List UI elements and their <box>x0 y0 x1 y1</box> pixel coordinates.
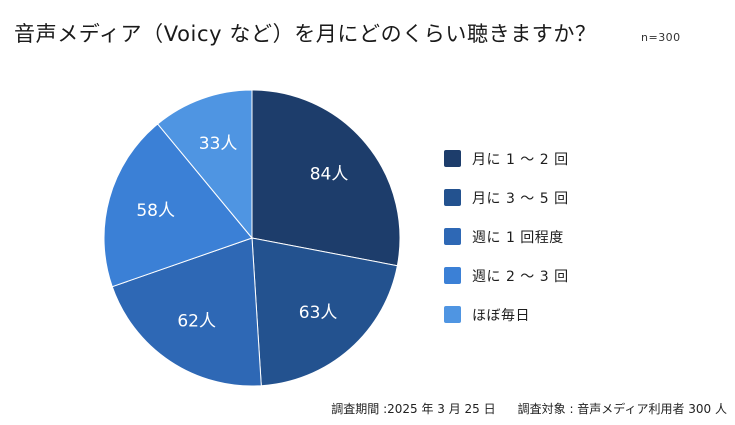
survey-footer: 調査期間 :2025 年 3 月 25 日 調査対象 : 音声メディア利用者 30… <box>331 400 727 417</box>
slice-data-label: 84人 <box>310 164 349 184</box>
legend-label: ほぼ毎日 <box>472 307 530 324</box>
legend: 月に 1 ～ 2 回 月に 3 ～ 5 回 週に 1 回程度 週に 2 ～ 3 … <box>444 150 569 324</box>
slice-data-label: 58人 <box>136 201 175 221</box>
pie-slice <box>103 123 253 288</box>
legend-label: 月に 1 ～ 2 回 <box>472 151 569 168</box>
legend-swatch <box>444 267 461 284</box>
legend-swatch <box>444 228 461 245</box>
legend-item: 週に 2 ～ 3 回 <box>444 267 569 285</box>
survey-target: 調査対象 : 音声メディア利用者 300 人 <box>517 402 727 416</box>
slice-data-label: 62人 <box>177 311 216 331</box>
slice-data-label: 33人 <box>199 134 238 154</box>
legend-swatch <box>444 189 461 206</box>
pie-chart: 84人 63人 62人 58人 33人 <box>103 89 401 387</box>
pie-slice <box>156 89 253 240</box>
legend-swatch <box>444 306 461 323</box>
legend-label: 月に 3 ～ 5 回 <box>472 190 569 207</box>
survey-period: 調査期間 :2025 年 3 月 25 日 <box>331 402 496 416</box>
legend-label: 週に 1 回程度 <box>472 229 564 246</box>
sample-size: n=300 <box>641 31 681 44</box>
legend-label: 週に 2 ～ 3 回 <box>472 268 569 285</box>
pie-slice <box>111 237 262 387</box>
legend-item: ほぼ毎日 <box>444 306 569 324</box>
legend-item: 月に 1 ～ 2 回 <box>444 150 569 168</box>
legend-swatch <box>444 150 461 167</box>
slice-data-label: 63人 <box>299 303 338 323</box>
pie-slice <box>251 237 398 387</box>
pie-slice <box>251 89 401 267</box>
legend-item: 月に 3 ～ 5 回 <box>444 189 569 207</box>
chart-title: 音声メディア（Voicy など）を月にどのくらい聴きますか？ <box>14 22 597 46</box>
legend-item: 週に 1 回程度 <box>444 228 569 246</box>
